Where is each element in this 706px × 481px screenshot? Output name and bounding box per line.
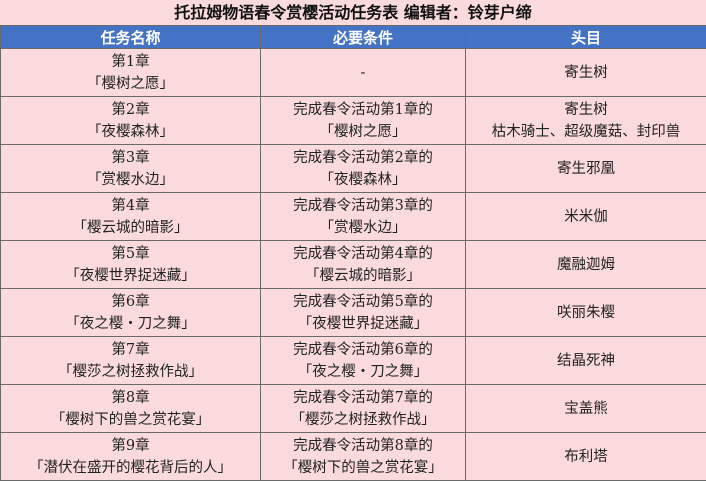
requirement-cell-line: 完成春令活动第5章的 (293, 293, 433, 310)
table-row: 第7章 「樱莎之树拯救作战」 完成春令活动第6章的 「夜之樱・刀之舞」 结晶死神 (0, 336, 706, 385)
quest-name-cell-line: 第6章 (111, 293, 150, 310)
requirement-cell-line: 完成春令活动第2章的 (293, 149, 433, 166)
requirement-cell: 完成春令活动第2章的 「夜樱森林」 (260, 144, 466, 193)
quest-name-cell: 第3章「赏樱水边」 (0, 144, 261, 193)
quest-name-cell: 第1章「樱树之愿」 (0, 48, 261, 97)
column-header-boss: 头目 (465, 25, 706, 49)
table-row: 第1章「樱树之愿」 - 寄生树 (0, 48, 706, 97)
boss-cell-line: 咲丽朱樱 (557, 304, 615, 321)
requirement-cell: 完成春令活动第4章的 「樱云城的暗影」 (260, 240, 466, 289)
table-row: 第9章 「潜伏在盛开的樱花背后的人」 完成春令活动第8章的 「樱树下的兽之赏花宴」 布利… (0, 432, 706, 481)
table-row: 第2章 「夜樱森林」 完成春令活动第1章的 「樱树之愿」 寄生树 枯木骑士、超级魔菇、封印… (0, 96, 706, 145)
boss-cell-line: 寄生邪凰 (557, 160, 615, 177)
requirement-cell-line: - (360, 64, 366, 81)
quest-name-cell-line: 「樱莎之树拯救作战」 (58, 363, 203, 380)
boss-cell-line: 魔融迦姆 (557, 256, 615, 273)
quest-name-cell-line: 第2章 (111, 101, 150, 118)
table-title: 托拉姆物语春令赏樱活动任务表 编辑者：铃芽户缔 (0, 0, 706, 25)
quest-name-cell-line: 「樱树下的兽之赏花宴」 (50, 411, 211, 428)
quest-name-cell: 第5章「夜樱世界捉迷藏」 (0, 240, 261, 289)
quest-table: 任务名称 必要条件 头目 第1章 「樱树之愿」 - 寄生树 第2章 「夜樱森林」 完成春令活… (0, 25, 706, 481)
quest-name-cell-line: 「樱云城的暗影」 (72, 219, 189, 236)
quest-name-cell-line: 第9章 (111, 437, 150, 454)
requirement-cell-line: 「樱云城的暗影」 (305, 267, 421, 284)
boss-cell-line: 枯木骑士、超级魔菇、封印兽 (491, 123, 681, 140)
boss-cell-line: 寄生树 (564, 101, 608, 118)
quest-name-cell-line: 「赏樱水边」 (87, 171, 174, 188)
boss-cell: 布利塔 (465, 432, 706, 481)
table-row: 第8章 「樱树下的兽之赏花宴」 完成春令活动第7章的 「樱莎之树拯救作战」 宝盖熊 (0, 384, 706, 433)
quest-name-cell-line: 第3章 (111, 149, 150, 166)
requirement-cell: - (260, 48, 466, 97)
quest-name-cell: 第8章「樱树下的兽之赏花宴」 (0, 384, 261, 433)
boss-cell: 寄生树枯木骑士、超级魔菇、封印兽 (465, 96, 706, 145)
quest-name-cell: 第7章「樱莎之树拯救作战」 (0, 336, 261, 385)
quest-name-cell-line: 「潜伏在盛开的樱花背后的人」 (29, 459, 232, 476)
requirement-cell: 完成春令活动第6章的 「夜之樱・刀之舞」 (260, 336, 466, 385)
requirement-cell: 完成春令活动第1章的 「樱树之愿」 (260, 96, 466, 145)
boss-cell: 寄生树 (465, 48, 706, 97)
requirement-cell-line: 完成春令活动第1章的 (293, 101, 433, 118)
boss-cell-line: 宝盖熊 (564, 400, 608, 417)
boss-cell: 宝盖熊 (465, 384, 706, 433)
boss-cell-line: 结晶死神 (557, 352, 615, 369)
boss-cell: 咲丽朱樱 (465, 288, 706, 337)
quest-name-cell-line: 第1章 (111, 53, 150, 70)
requirement-cell-line: 「樱树下的兽之赏花宴」 (283, 459, 443, 476)
requirement-cell-line: 完成春令活动第4章的 (293, 245, 433, 262)
table-row: 第3章 「赏樱水边」 完成春令活动第2章的 「夜樱森林」 寄生邪凰 (0, 144, 706, 193)
quest-name-cell-line: 第4章 (111, 197, 150, 214)
boss-cell-line: 米米伽 (564, 208, 608, 225)
boss-cell: 米米伽 (465, 192, 706, 241)
requirement-cell-line: 「夜樱森林」 (319, 171, 407, 188)
requirement-cell-line: 完成春令活动第6章的 (293, 341, 433, 358)
quest-name-cell: 第2章「夜樱森林」 (0, 96, 261, 145)
requirement-cell-line: 「夜之樱・刀之舞」 (297, 363, 429, 380)
requirement-cell: 完成春令活动第7章的 「樱莎之树拯救作战」 (260, 384, 466, 433)
column-header-quest-name: 任务名称 (0, 25, 261, 49)
requirement-cell-line: 完成春令活动第3章的 (293, 197, 433, 214)
boss-cell: 魔融迦姆 (465, 240, 706, 289)
quest-name-cell: 第9章「潜伏在盛开的樱花背后的人」 (0, 432, 261, 481)
requirement-cell-line: 「赏樱水边」 (319, 219, 407, 236)
column-header-requirement: 必要条件 (260, 25, 466, 49)
boss-cell: 结晶死神 (465, 336, 706, 385)
quest-name-cell-line: 第8章 (111, 389, 150, 406)
quest-name-cell-line: 第5章 (111, 245, 150, 262)
requirement-cell: 完成春令活动第3章的 「赏樱水边」 (260, 192, 466, 241)
requirement-cell-line: 「樱莎之树拯救作战」 (290, 411, 436, 428)
requirement-cell-line: 「夜樱世界捉迷藏」 (297, 315, 429, 332)
requirement-cell-line: 「樱树之愿」 (319, 123, 407, 140)
quest-name-cell-line: 「樱树之愿」 (87, 75, 174, 92)
header-row: 任务名称 必要条件 头目 (0, 25, 706, 49)
table-row: 第6章 「夜之樱・刀之舞」 完成春令活动第5章的 「夜樱世界捉迷藏」 咲丽朱樱 (0, 288, 706, 337)
requirement-cell: 完成春令活动第5章的 「夜樱世界捉迷藏」 (260, 288, 466, 337)
boss-cell-line: 寄生树 (564, 64, 608, 81)
quest-name-cell-line: 「夜樱森林」 (87, 123, 174, 140)
table-row: 第4章 「樱云城的暗影」 完成春令活动第3章的 「赏樱水边」 米米伽 (0, 192, 706, 241)
quest-name-cell-line: 「夜之樱・刀之舞」 (65, 315, 196, 332)
quest-name-cell-line: 第7章 (111, 341, 150, 358)
requirement-cell-line: 完成春令活动第7章的 (293, 389, 433, 406)
quest-name-cell-line: 「夜樱世界捉迷藏」 (65, 267, 196, 284)
boss-cell-line: 布利塔 (564, 448, 608, 465)
requirement-cell: 完成春令活动第8章的 「樱树下的兽之赏花宴」 (260, 432, 466, 481)
boss-cell: 寄生邪凰 (465, 144, 706, 193)
requirement-cell-line: 完成春令活动第8章的 (293, 437, 433, 454)
quest-name-cell: 第6章「夜之樱・刀之舞」 (0, 288, 261, 337)
table-row: 第5章 「夜樱世界捉迷藏」 完成春令活动第4章的 「樱云城的暗影」 魔融迦姆 (0, 240, 706, 289)
quest-name-cell: 第4章「樱云城的暗影」 (0, 192, 261, 241)
